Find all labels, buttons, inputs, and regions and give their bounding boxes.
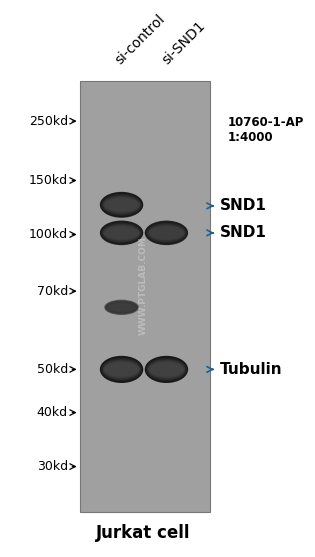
Ellipse shape <box>147 359 186 380</box>
Ellipse shape <box>102 358 141 380</box>
Ellipse shape <box>149 361 184 377</box>
Ellipse shape <box>106 301 137 313</box>
Ellipse shape <box>149 226 184 240</box>
Ellipse shape <box>105 198 139 212</box>
Ellipse shape <box>146 223 186 243</box>
Text: 40kd: 40kd <box>37 406 68 419</box>
FancyBboxPatch shape <box>80 81 210 512</box>
Ellipse shape <box>104 361 139 377</box>
Ellipse shape <box>150 363 183 377</box>
Ellipse shape <box>101 193 142 216</box>
Ellipse shape <box>103 225 140 241</box>
Text: 30kd: 30kd <box>37 460 68 473</box>
Ellipse shape <box>106 302 136 312</box>
Ellipse shape <box>103 196 140 214</box>
Text: 250kd: 250kd <box>29 115 68 128</box>
Text: 100kd: 100kd <box>29 228 68 241</box>
Text: 70kd: 70kd <box>37 285 68 297</box>
Ellipse shape <box>100 221 143 245</box>
Ellipse shape <box>146 358 186 380</box>
Ellipse shape <box>146 222 187 243</box>
Ellipse shape <box>103 197 140 213</box>
Ellipse shape <box>104 226 139 240</box>
Ellipse shape <box>104 197 139 212</box>
Text: 10760-1-AP
1:4000: 10760-1-AP 1:4000 <box>227 116 304 144</box>
Ellipse shape <box>102 223 141 242</box>
Text: Jurkat cell: Jurkat cell <box>96 524 191 542</box>
Ellipse shape <box>101 358 142 382</box>
Ellipse shape <box>145 221 187 245</box>
Ellipse shape <box>102 194 141 216</box>
Text: si-SND1: si-SND1 <box>159 18 208 67</box>
Ellipse shape <box>104 300 139 315</box>
Ellipse shape <box>105 300 139 315</box>
Text: si-control: si-control <box>113 12 168 67</box>
Ellipse shape <box>103 224 140 241</box>
Ellipse shape <box>100 356 143 382</box>
Ellipse shape <box>103 361 140 378</box>
Text: Tubulin: Tubulin <box>220 362 283 377</box>
Text: WWW.PTGLAB.COM: WWW.PTGLAB.COM <box>139 236 148 335</box>
Ellipse shape <box>103 360 140 379</box>
Ellipse shape <box>146 358 187 382</box>
Text: SND1: SND1 <box>220 226 267 241</box>
Text: 50kd: 50kd <box>37 363 68 376</box>
Ellipse shape <box>105 301 138 314</box>
Ellipse shape <box>105 227 139 239</box>
Ellipse shape <box>145 356 188 383</box>
Ellipse shape <box>148 361 185 378</box>
Ellipse shape <box>147 223 186 242</box>
Ellipse shape <box>148 225 185 241</box>
Ellipse shape <box>150 227 183 239</box>
Text: 150kd: 150kd <box>29 174 68 187</box>
Ellipse shape <box>100 192 143 218</box>
Ellipse shape <box>101 222 142 243</box>
Ellipse shape <box>107 302 136 312</box>
Ellipse shape <box>100 356 143 383</box>
Ellipse shape <box>102 195 141 214</box>
Ellipse shape <box>107 303 135 312</box>
Ellipse shape <box>148 224 185 241</box>
Ellipse shape <box>106 301 137 314</box>
Ellipse shape <box>145 221 188 245</box>
Ellipse shape <box>145 356 187 382</box>
Ellipse shape <box>102 223 141 243</box>
Text: SND1: SND1 <box>220 198 267 213</box>
Ellipse shape <box>102 359 141 380</box>
Ellipse shape <box>105 363 139 377</box>
Ellipse shape <box>100 221 143 245</box>
Ellipse shape <box>100 193 143 217</box>
Ellipse shape <box>148 360 185 379</box>
